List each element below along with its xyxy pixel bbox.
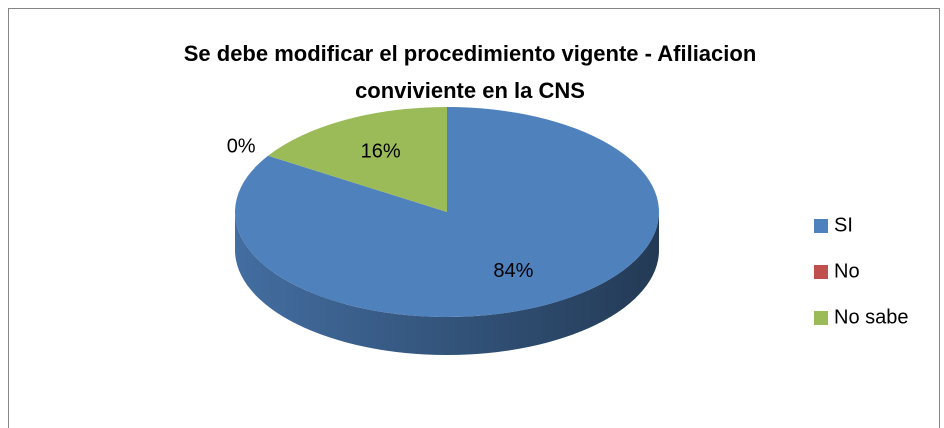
pie-slice (268, 107, 447, 212)
legend-label: No sabe (834, 306, 909, 328)
legend-swatch (814, 265, 828, 279)
legend-swatch (814, 219, 828, 233)
chart-title: conviviente en la CNS (355, 78, 585, 103)
legend-swatch (814, 311, 828, 325)
pie-slice (235, 107, 660, 317)
legend-label: No (834, 260, 860, 282)
data-label: 16% (361, 140, 401, 162)
data-label: 84% (493, 260, 533, 282)
data-label: 0% (227, 136, 256, 158)
chart-title: Se debe modificar el procedimiento vigen… (184, 41, 757, 66)
pie-side-shade (235, 212, 659, 355)
legend-label: SI (834, 214, 853, 236)
